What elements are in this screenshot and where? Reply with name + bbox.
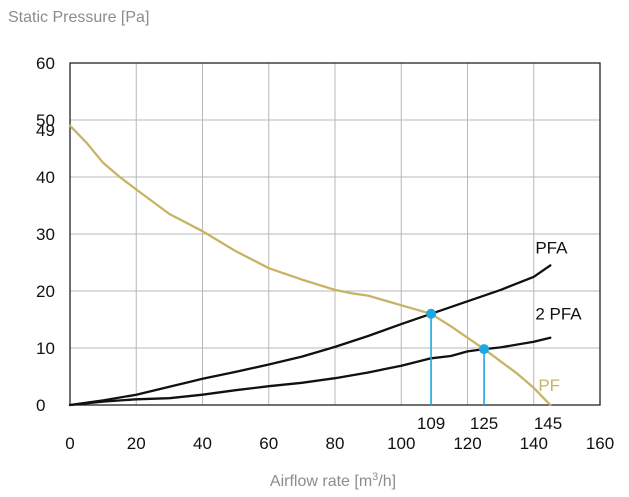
series-label: PFA — [535, 238, 568, 257]
series-label: 2 PFA — [535, 305, 582, 324]
y-tick-label: 10 — [36, 339, 55, 358]
x-tick-label: 0 — [65, 434, 74, 453]
marker-x-label: 125 — [470, 414, 498, 433]
y-value-annotation: 49 — [36, 121, 55, 140]
grid-lines — [70, 63, 600, 405]
y-tick-label: 0 — [36, 396, 45, 415]
y-tick-label: 40 — [36, 168, 55, 187]
x-tick-label: 160 — [586, 434, 614, 453]
x-tick-labels: 0 20 40 60 80 100 120 140 160 — [65, 434, 614, 453]
x-tick-label: 120 — [453, 434, 481, 453]
operating-points: 109 125 — [417, 308, 498, 433]
operating-point — [479, 344, 490, 355]
y-tick-label: 60 — [36, 54, 55, 73]
series-label: PF — [538, 376, 560, 395]
x-tick-label: 60 — [259, 434, 278, 453]
x-tick-label: 100 — [387, 434, 415, 453]
y-tick-label: 50 — [36, 111, 55, 130]
operating-point — [426, 308, 437, 319]
x-tick-label: 140 — [520, 434, 548, 453]
y-axis-title: Static Pressure [Pa] — [8, 9, 149, 26]
series-lines: PF PFA 2 PFA — [68, 124, 582, 407]
y-tick-label: 20 — [36, 282, 55, 301]
x-value-annotation: 145 — [534, 414, 562, 433]
x-tick-label: 40 — [193, 434, 212, 453]
y-tick-label: 30 — [36, 225, 55, 244]
plot-frame — [69, 62, 601, 406]
marker-x-label: 109 — [417, 414, 445, 433]
x-tick-label: 80 — [326, 434, 345, 453]
x-tick-label: 20 — [127, 434, 146, 453]
series-line — [68, 124, 552, 407]
x-axis-title: Airflow rate [m3/h] — [270, 471, 396, 490]
series-line — [68, 264, 552, 407]
y-tick-labels: 0 10 20 30 40 50 60 — [36, 54, 55, 415]
